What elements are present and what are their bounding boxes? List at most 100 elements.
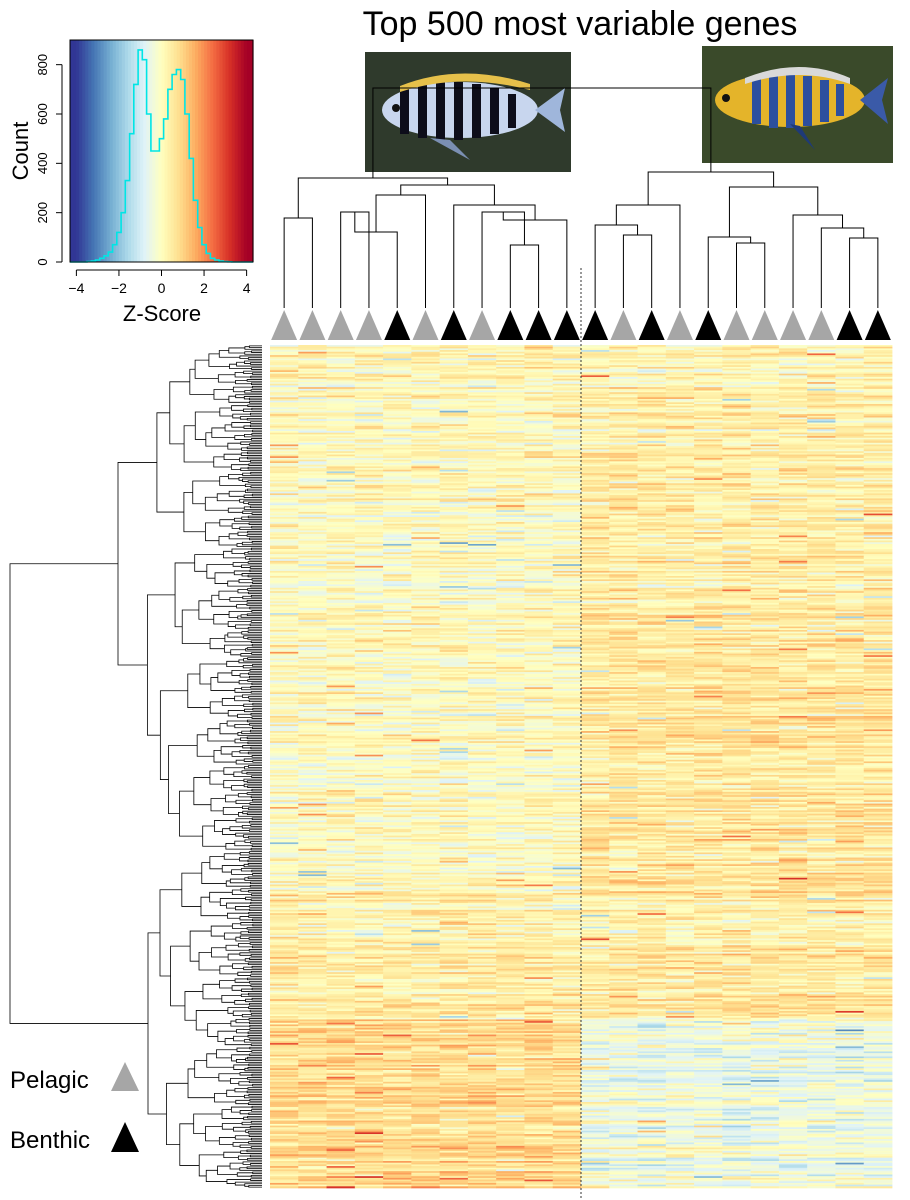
dendrogram-link xyxy=(179,1123,200,1166)
dendrogram-link xyxy=(247,480,262,483)
heatmap-cell xyxy=(665,407,695,410)
heatmap-cell xyxy=(609,574,638,577)
heatmap-cell xyxy=(750,466,780,469)
heatmap-cell xyxy=(609,346,638,349)
dendrogram-link xyxy=(249,606,262,610)
dendrogram-link xyxy=(240,467,262,472)
heatmap-cell xyxy=(467,388,497,391)
dendrogram-link xyxy=(230,1106,253,1113)
heatmap-cell xyxy=(496,400,525,403)
heatmap-cell xyxy=(467,392,497,395)
dendrogram-link xyxy=(228,347,245,354)
heatmap-cell xyxy=(298,430,327,434)
heatmap-cell xyxy=(383,513,412,516)
heatmap-cell xyxy=(778,523,808,526)
heatmap-cell xyxy=(807,409,836,412)
dendrogram-link xyxy=(252,372,262,375)
heatmap-cell xyxy=(722,395,752,398)
dendrogram-link xyxy=(196,734,214,757)
dendrogram-link xyxy=(193,777,211,806)
heatmap-cell xyxy=(524,353,554,356)
heatmap-cell xyxy=(524,574,554,577)
heatmap-cell xyxy=(326,559,356,562)
dendrogram-link xyxy=(235,1099,250,1105)
heatmap-cell xyxy=(807,570,836,573)
dendrogram-link xyxy=(227,1007,249,1014)
heatmap-cell xyxy=(326,363,356,366)
heatmap-cell xyxy=(863,456,893,459)
heatmap-cell xyxy=(298,478,327,481)
heatmap-cell xyxy=(439,533,469,536)
heatmap-cell xyxy=(665,366,695,369)
heatmap-cell xyxy=(552,365,582,368)
heatmap-cell xyxy=(750,525,780,528)
heatmap-cell xyxy=(665,523,695,526)
heatmap-cell xyxy=(694,422,723,425)
heatmap-cell xyxy=(298,434,327,437)
dendrogram-link xyxy=(216,1049,237,1059)
heatmap-cell xyxy=(778,547,808,550)
heatmap-cell xyxy=(383,481,412,484)
heatmap-cell xyxy=(835,565,865,568)
heatmap-cell xyxy=(383,346,412,349)
heatmap-cell xyxy=(439,528,469,531)
dendrogram-link xyxy=(728,186,819,237)
heatmap-cell xyxy=(383,387,412,390)
heatmap-cell xyxy=(581,523,610,526)
dendrogram-link xyxy=(240,888,262,892)
heatmap-cell xyxy=(863,508,893,511)
heatmap-cell xyxy=(326,388,356,391)
heatmap-cell xyxy=(581,398,610,401)
heatmap-cell xyxy=(270,496,299,499)
heatmap-cell xyxy=(665,358,695,361)
heatmap-cell xyxy=(298,506,327,509)
heatmap-cell xyxy=(326,464,356,467)
heatmap-cell xyxy=(581,373,610,376)
heatmap-cell xyxy=(581,454,610,457)
heatmap-cell xyxy=(524,549,554,552)
heatmap-cell xyxy=(581,420,610,423)
heatmap-cell xyxy=(863,400,893,403)
heatmap-cell xyxy=(298,387,327,390)
heatmap-cell xyxy=(496,520,525,523)
heatmap-cell xyxy=(581,432,610,435)
heatmap-cell xyxy=(863,452,893,455)
color-key-band xyxy=(210,40,214,262)
heatmap-cell xyxy=(609,508,638,511)
heatmap-cell xyxy=(496,355,525,358)
heatmap-cell xyxy=(326,392,356,395)
heatmap-cell xyxy=(722,350,752,353)
dendrogram-link xyxy=(247,588,262,591)
heatmap-cell xyxy=(637,516,667,520)
heatmap-cell xyxy=(524,422,554,425)
sample-markers xyxy=(271,310,891,340)
heatmap-cell xyxy=(694,392,723,395)
heatmap-cell xyxy=(354,532,384,535)
heatmap-cell xyxy=(750,483,780,486)
heatmap-cell xyxy=(326,572,356,575)
heatmap-cell xyxy=(609,447,638,450)
heatmap-cell xyxy=(637,427,667,430)
heatmap-cell xyxy=(496,387,525,390)
heatmap-cell xyxy=(863,510,893,513)
dendrogram-link xyxy=(250,795,262,799)
heatmap-cell xyxy=(467,456,497,459)
heatmap-cell xyxy=(552,351,582,354)
color-key-band xyxy=(204,40,208,262)
heatmap-cell xyxy=(835,400,865,403)
heatmap-cell xyxy=(467,520,497,523)
heatmap-cell xyxy=(778,469,808,472)
heatmap-cell xyxy=(496,456,525,459)
heatmap-cell xyxy=(298,355,327,358)
heatmap-cell xyxy=(496,545,525,548)
heatmap-cell xyxy=(439,382,469,385)
color-key-band xyxy=(198,40,202,262)
heatmap-cell xyxy=(609,420,638,423)
dendrogram-link xyxy=(250,1178,262,1181)
heatmap-cell xyxy=(665,501,695,504)
heatmap-cell xyxy=(665,474,695,477)
heatmap-cell xyxy=(270,358,299,361)
heatmap-cell xyxy=(326,385,356,388)
heatmap-cell xyxy=(581,569,610,572)
heatmap-cell xyxy=(270,522,299,525)
